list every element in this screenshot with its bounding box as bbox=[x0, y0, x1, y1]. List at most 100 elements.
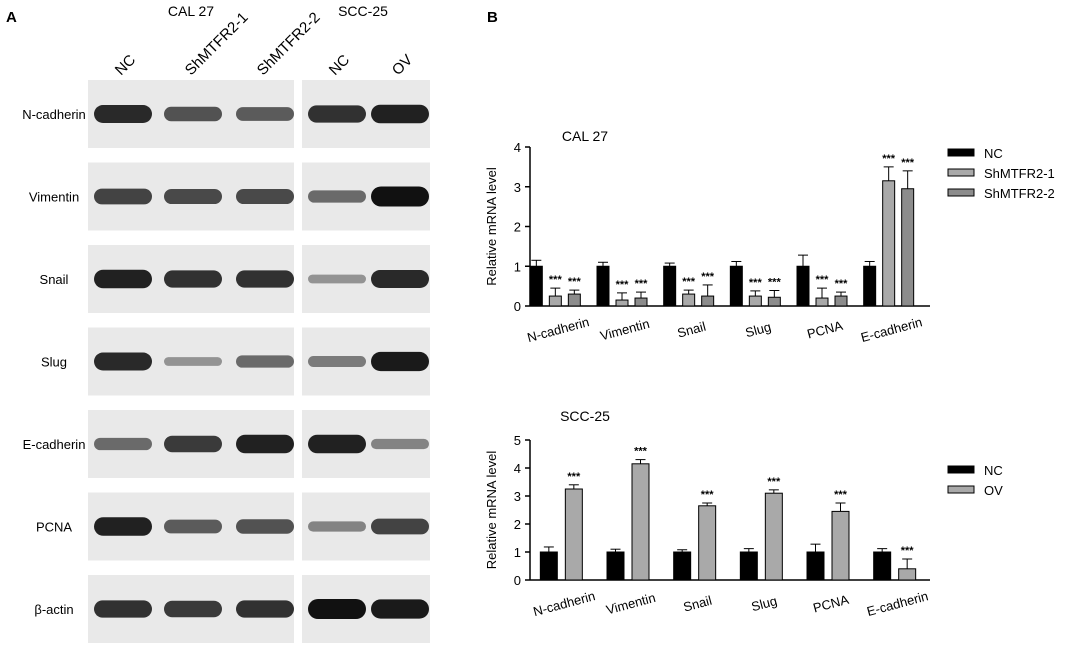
y-axis-title: Relative mRNA level bbox=[484, 167, 499, 286]
bar bbox=[539, 551, 558, 581]
significance-marker: *** bbox=[568, 276, 582, 288]
panel-b-letter: B bbox=[487, 9, 498, 26]
category-label: Snail bbox=[682, 593, 714, 615]
significance-marker: *** bbox=[834, 489, 848, 501]
y-tick-label: 1 bbox=[514, 545, 521, 560]
bar bbox=[834, 295, 848, 307]
blot-row-label: Snail bbox=[40, 272, 69, 287]
blot-band bbox=[164, 106, 222, 122]
significance-marker: *** bbox=[768, 276, 782, 288]
blot-band bbox=[308, 599, 366, 619]
bar bbox=[529, 265, 543, 307]
bar bbox=[673, 551, 692, 581]
blot-band bbox=[236, 188, 294, 205]
blot-band bbox=[236, 600, 294, 618]
y-tick-label: 0 bbox=[514, 299, 521, 314]
bar bbox=[739, 551, 758, 581]
y-tick-label: 5 bbox=[514, 433, 521, 448]
blot-row-label: Slug bbox=[41, 355, 67, 370]
blot-band bbox=[236, 519, 294, 534]
category-label: Snail bbox=[676, 319, 708, 341]
significance-marker: *** bbox=[901, 157, 915, 169]
bar bbox=[898, 568, 917, 581]
blot-band bbox=[371, 599, 429, 619]
bar bbox=[634, 297, 648, 307]
blot-band bbox=[94, 269, 152, 289]
bar bbox=[698, 505, 717, 581]
legend-swatch bbox=[947, 465, 975, 474]
blot-band bbox=[94, 188, 152, 205]
y-tick-label: 2 bbox=[514, 220, 521, 235]
legend-swatch bbox=[947, 188, 975, 197]
significance-marker: *** bbox=[701, 271, 715, 283]
cell-line-header: SCC-25 bbox=[338, 3, 388, 19]
bar bbox=[567, 293, 581, 307]
significance-marker: *** bbox=[816, 274, 830, 286]
legend-swatch bbox=[947, 148, 975, 157]
category-label: Slug bbox=[744, 319, 773, 340]
blot-band bbox=[308, 190, 366, 203]
significance-marker: *** bbox=[901, 545, 915, 557]
blot-row-label: β-actin bbox=[34, 602, 73, 617]
blot-band bbox=[164, 519, 222, 534]
bar bbox=[748, 295, 762, 307]
bar bbox=[863, 265, 877, 307]
bar bbox=[806, 551, 825, 581]
bar bbox=[767, 296, 781, 307]
blot-band bbox=[164, 435, 222, 453]
blot-row-label: N-cadherin bbox=[22, 107, 86, 122]
category-label: Slug bbox=[750, 593, 779, 614]
bar bbox=[548, 295, 562, 307]
bar bbox=[901, 188, 915, 307]
blot-band bbox=[94, 352, 152, 371]
bar bbox=[615, 299, 629, 307]
y-axis-title: Relative mRNA level bbox=[484, 451, 499, 570]
chart-title: CAL 27 bbox=[562, 128, 608, 144]
blot-band bbox=[308, 356, 366, 367]
blot-band bbox=[236, 107, 294, 121]
legend-label: OV bbox=[984, 483, 1003, 498]
bar bbox=[596, 265, 610, 307]
bar bbox=[663, 265, 677, 307]
blot-band bbox=[164, 600, 222, 618]
blot-row-label: E-cadherin bbox=[23, 437, 86, 452]
significance-marker: *** bbox=[634, 446, 648, 458]
y-tick-label: 1 bbox=[514, 259, 521, 274]
blot-band bbox=[371, 270, 429, 288]
blot-band bbox=[308, 521, 366, 532]
blot-band bbox=[371, 104, 429, 124]
bar bbox=[606, 551, 625, 581]
significance-marker: *** bbox=[749, 277, 763, 289]
blot-band bbox=[371, 438, 429, 450]
bar bbox=[682, 293, 696, 307]
y-tick-label: 0 bbox=[514, 573, 521, 588]
blot-band bbox=[236, 434, 294, 454]
blot-band bbox=[94, 105, 152, 123]
bar bbox=[882, 180, 896, 307]
significance-marker: *** bbox=[882, 153, 896, 165]
panel-a-letter: A bbox=[6, 9, 17, 26]
y-tick-label: 3 bbox=[514, 180, 521, 195]
significance-marker: *** bbox=[549, 274, 563, 286]
blot-band bbox=[308, 105, 366, 123]
significance-marker: *** bbox=[635, 278, 649, 290]
blot-band bbox=[371, 351, 429, 372]
legend-label: NC bbox=[984, 146, 1003, 161]
bar bbox=[815, 297, 829, 307]
bar bbox=[701, 295, 715, 307]
blot-band bbox=[94, 437, 152, 451]
bar bbox=[873, 551, 892, 581]
blot-band bbox=[308, 274, 366, 284]
significance-marker: *** bbox=[616, 279, 630, 291]
blot-band bbox=[164, 188, 222, 205]
blot-band bbox=[164, 270, 222, 288]
bar bbox=[764, 492, 783, 581]
cell-line-header: CAL 27 bbox=[168, 3, 214, 19]
y-tick-label: 2 bbox=[514, 517, 521, 532]
blot-band bbox=[236, 270, 294, 288]
blot-band bbox=[164, 357, 222, 366]
legend-label: ShMTFR2-1 bbox=[984, 166, 1055, 181]
y-tick-label: 4 bbox=[514, 461, 521, 476]
